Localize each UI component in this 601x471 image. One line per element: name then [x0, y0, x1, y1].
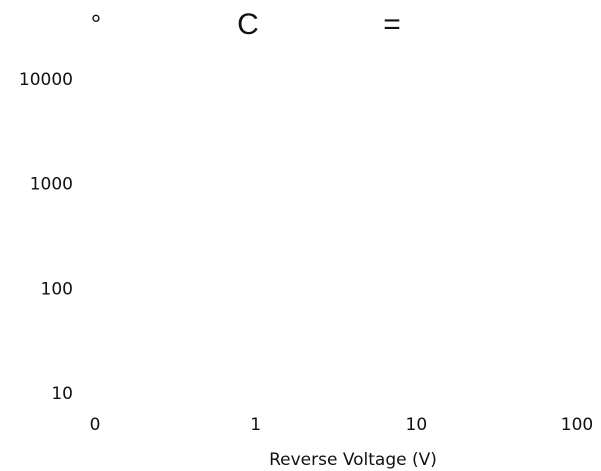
title-equals-sign: = — [383, 8, 401, 41]
x-tick-label: 100 — [561, 415, 593, 435]
x-tick-label: 10 — [406, 415, 428, 435]
y-tick-label: 100 — [41, 279, 73, 299]
x-tick-label: 1 — [250, 415, 261, 435]
y-tick-label: 1000 — [30, 175, 73, 195]
title-letter-c: C — [237, 8, 259, 41]
title-degree-symbol: ° — [91, 9, 101, 39]
x-axis-label: Reverse Voltage (V) — [269, 450, 437, 470]
y-axis: 10 100 1000 10000 — [19, 70, 73, 404]
x-axis: 0 1 10 100 — [90, 415, 594, 435]
x-tick-label: 0 — [90, 415, 101, 435]
y-tick-label: 10 — [51, 384, 73, 404]
y-tick-label: 10000 — [19, 70, 73, 90]
chart-title: ° C = — [91, 8, 401, 41]
